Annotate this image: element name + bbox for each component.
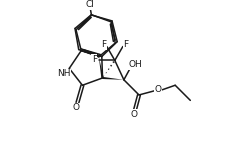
Text: F: F xyxy=(101,40,106,49)
Text: O: O xyxy=(72,103,80,112)
Text: O: O xyxy=(154,85,162,94)
Text: F: F xyxy=(123,40,128,49)
Text: O: O xyxy=(130,110,137,119)
Text: OH: OH xyxy=(129,60,143,69)
Polygon shape xyxy=(102,77,124,80)
Text: NH: NH xyxy=(57,69,71,78)
Text: F: F xyxy=(92,55,97,64)
Text: Cl: Cl xyxy=(85,0,94,9)
Polygon shape xyxy=(99,57,104,78)
